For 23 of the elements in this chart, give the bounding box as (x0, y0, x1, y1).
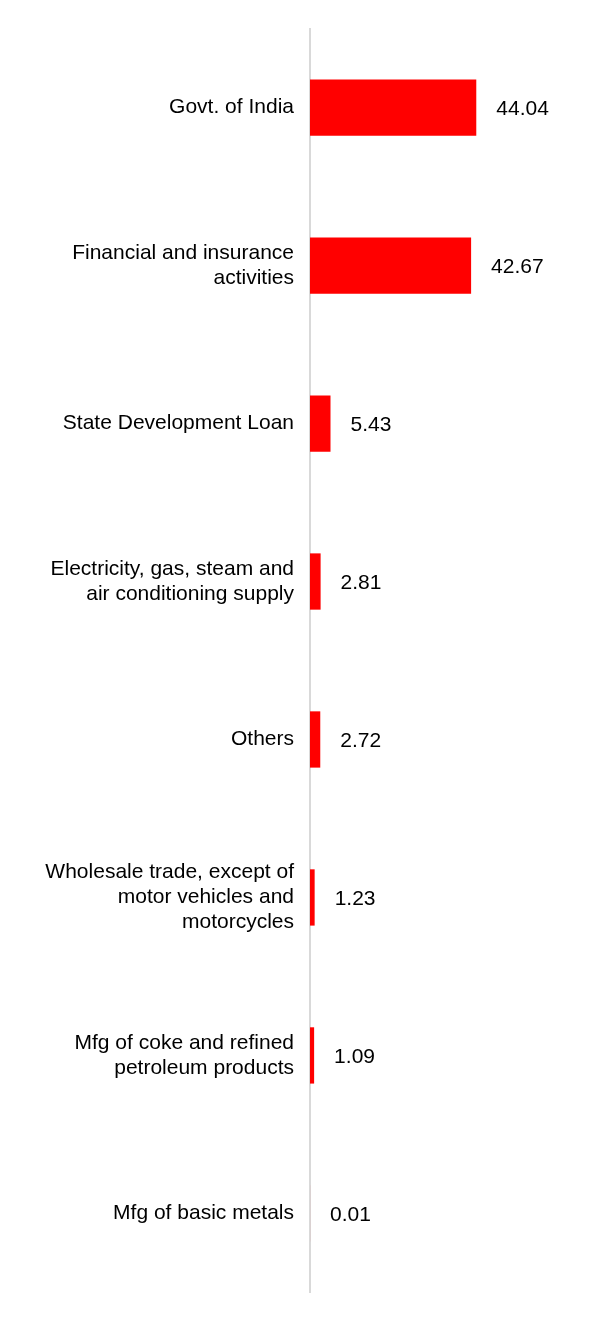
y-tick-label: State Development Loan (62, 410, 294, 434)
data-label: 44.04 (496, 96, 550, 120)
bar (310, 711, 321, 768)
bar (310, 553, 321, 610)
bar (310, 79, 477, 136)
bar (310, 1027, 315, 1084)
y-tick-label: Mfg of basic metals (113, 1200, 294, 1224)
data-label: 42.67 (491, 254, 544, 278)
data-label: 1.09 (334, 1044, 375, 1068)
y-tick-label: Electricity, gas, steam and air conditioning supply (50, 555, 295, 604)
y-tick-label: Wholesale trade, except of motor vehicles and motorcycles (45, 859, 295, 933)
y-tick-label: Mfg of coke and refined petroleum products (74, 1029, 294, 1078)
bar (310, 869, 315, 926)
bar (310, 395, 331, 452)
bar (310, 237, 472, 294)
y-tick-label: Govt. of India (169, 94, 295, 118)
y-tick-label: Financial and insurance activities (72, 239, 294, 288)
data-label: 0.01 (330, 1202, 371, 1226)
y-tick-label: Others (230, 726, 294, 750)
data-label: 2.72 (340, 728, 382, 752)
data-label: 5.43 (350, 412, 392, 436)
data-label: 1.23 (334, 886, 376, 910)
data-label: 2.81 (340, 570, 382, 594)
